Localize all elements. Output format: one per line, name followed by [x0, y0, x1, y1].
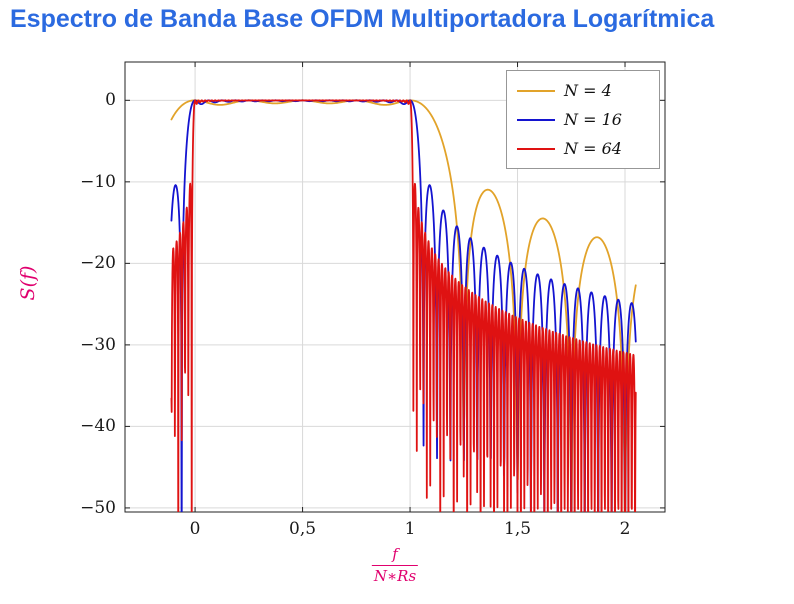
y-tick-label: −10	[80, 171, 116, 192]
legend-item: N = 64	[517, 139, 649, 158]
legend-label: N = 64	[564, 139, 622, 158]
x-axis-label-fraction: f N∗Rs	[371, 545, 419, 586]
y-tick-label: 0	[105, 90, 116, 111]
y-tick-label: −20	[80, 253, 116, 274]
legend-item: N = 4	[517, 81, 649, 100]
y-axis-label: S(f)	[17, 265, 39, 301]
x-tick-label: 1,5	[504, 519, 532, 539]
x-tick-label: 0	[189, 519, 201, 539]
legend-item: N = 16	[517, 110, 649, 129]
y-tick-label: −30	[80, 334, 116, 355]
x-axis-label-denominator: N∗Rs	[373, 566, 417, 585]
legend-label: N = 16	[564, 110, 622, 129]
legend-line-swatch	[517, 118, 555, 121]
legend-line-swatch	[517, 147, 555, 150]
legend-line-swatch	[517, 89, 555, 92]
x-axis-label-numerator: f	[371, 545, 419, 566]
chart-title: Espectro de Banda Base OFDM Multiportado…	[10, 5, 715, 33]
legend-label: N = 4	[564, 81, 612, 100]
x-tick-label: 0,5	[289, 519, 317, 539]
y-tick-label: −50	[80, 497, 116, 518]
y-tick-label: −40	[80, 416, 116, 437]
x-tick-label: 1	[404, 519, 416, 539]
legend: N = 4 N = 16 N = 64	[506, 70, 660, 169]
x-tick-label: 2	[619, 519, 631, 539]
x-axis-label: f N∗Rs	[371, 545, 419, 586]
